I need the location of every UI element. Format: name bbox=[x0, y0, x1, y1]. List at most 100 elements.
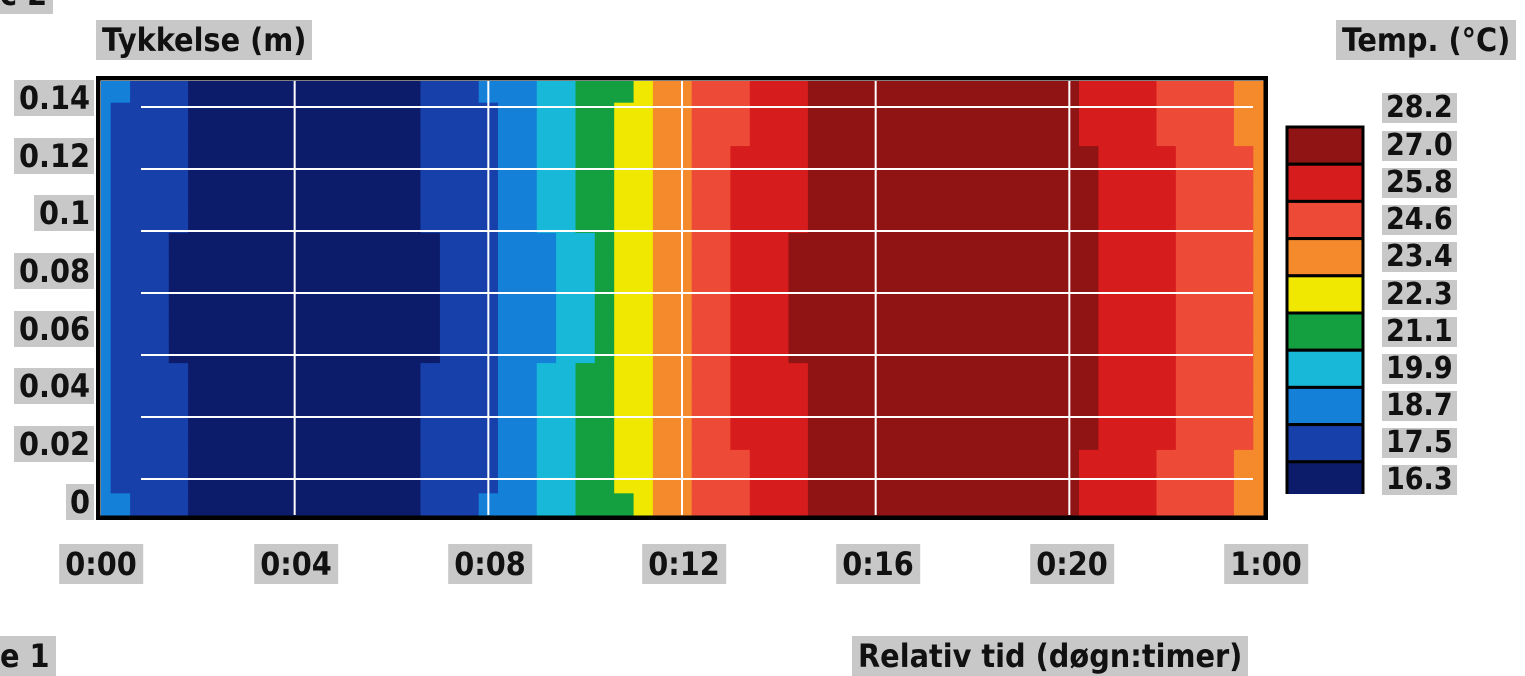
heatmap-cell bbox=[149, 298, 170, 321]
heatmap-cell bbox=[459, 384, 480, 408]
heatmap-cell bbox=[1156, 471, 1177, 494]
heatmap-cell bbox=[1040, 471, 1061, 494]
heatmap-cell bbox=[110, 406, 131, 429]
heatmap-cell bbox=[188, 428, 209, 451]
heatmap-cell bbox=[904, 449, 925, 473]
heatmap-cell bbox=[168, 298, 189, 321]
heatmap-cell bbox=[1253, 428, 1264, 451]
colorbar-tick-label: 21.1 bbox=[1382, 317, 1457, 347]
heatmap-cell bbox=[381, 298, 402, 321]
heatmap-cell bbox=[594, 341, 615, 364]
heatmap-cell bbox=[498, 211, 518, 234]
heatmap-cell bbox=[711, 254, 732, 277]
heatmap-cell bbox=[343, 167, 364, 191]
heatmap-cell bbox=[885, 211, 906, 234]
heatmap-cell bbox=[1040, 81, 1061, 104]
heatmap-cell bbox=[207, 363, 228, 386]
heatmap-cell bbox=[594, 384, 615, 408]
heatmap-cell bbox=[498, 232, 518, 256]
heatmap-cell bbox=[788, 81, 809, 104]
heatmap-cell bbox=[265, 341, 286, 364]
heatmap-cell bbox=[265, 146, 286, 169]
heatmap-cell bbox=[1214, 363, 1235, 386]
heatmap-cell bbox=[323, 167, 344, 191]
heatmap-cell bbox=[207, 449, 228, 473]
heatmap-cell bbox=[788, 471, 809, 494]
heatmap-cell bbox=[652, 449, 673, 473]
heatmap-cell bbox=[807, 298, 828, 321]
heatmap-cell bbox=[343, 254, 364, 277]
heatmap-cell bbox=[846, 189, 867, 212]
heatmap-cell bbox=[982, 384, 1003, 408]
heatmap-cell bbox=[807, 254, 828, 277]
heatmap-cell bbox=[1253, 254, 1264, 277]
heatmap-cell bbox=[827, 363, 848, 386]
heatmap-cell bbox=[730, 493, 751, 516]
heatmap-cell bbox=[168, 319, 189, 342]
heatmap-cell bbox=[749, 319, 770, 342]
heatmap-cell bbox=[536, 81, 557, 104]
heatmap-plot bbox=[96, 76, 1268, 520]
heatmap-cell bbox=[575, 211, 596, 234]
heatmap-cell bbox=[188, 493, 209, 516]
heatmap-cell bbox=[362, 428, 383, 451]
heatmap-cell bbox=[130, 471, 151, 494]
heatmap-cell bbox=[691, 298, 712, 321]
heatmap-cell bbox=[846, 254, 867, 277]
heatmap-cell bbox=[101, 124, 112, 147]
colorbar-swatch bbox=[1285, 199, 1365, 241]
heatmap-cell bbox=[168, 363, 189, 386]
heatmap-cell bbox=[827, 167, 848, 191]
heatmap-cell bbox=[1001, 298, 1022, 321]
heatmap-cell bbox=[110, 276, 131, 299]
heatmap-cell bbox=[401, 167, 422, 191]
heatmap-cell bbox=[188, 363, 209, 386]
heatmap-cell bbox=[1156, 384, 1177, 408]
heatmap-cell bbox=[110, 319, 131, 342]
heatmap-cell bbox=[1214, 341, 1235, 364]
heatmap-cell bbox=[749, 102, 770, 125]
heatmap-cell bbox=[1079, 211, 1099, 234]
heatmap-cell bbox=[110, 363, 131, 386]
heatmap-cell bbox=[556, 471, 577, 494]
heatmap-cell bbox=[730, 146, 751, 169]
heatmap-cell bbox=[362, 471, 383, 494]
heatmap-cell bbox=[885, 102, 906, 125]
heatmap-cell bbox=[536, 211, 557, 234]
heatmap-cell bbox=[614, 81, 635, 104]
heatmap-cell bbox=[498, 319, 518, 342]
heatmap-cell bbox=[517, 189, 538, 212]
heatmap-cell bbox=[769, 254, 790, 277]
heatmap-cell bbox=[1234, 493, 1254, 516]
heatmap-cell bbox=[110, 189, 131, 212]
heatmap-cell bbox=[323, 81, 344, 104]
heatmap-cell bbox=[1253, 493, 1264, 516]
heatmap-cell bbox=[1098, 319, 1119, 342]
heatmap-cell bbox=[1020, 146, 1041, 169]
heatmap-cell bbox=[362, 341, 383, 364]
heatmap-cell bbox=[1156, 363, 1177, 386]
heatmap-cell bbox=[1137, 232, 1158, 256]
heatmap-cell bbox=[265, 319, 286, 342]
heatmap-cell bbox=[246, 493, 267, 516]
heatmap-cell bbox=[304, 102, 325, 125]
heatmap-cell bbox=[101, 363, 112, 386]
heatmap-cell bbox=[226, 81, 247, 104]
heatmap-cell bbox=[1040, 449, 1061, 473]
heatmap-cell bbox=[149, 384, 170, 408]
heatmap-cell bbox=[730, 81, 751, 104]
heatmap-cell bbox=[1253, 232, 1264, 256]
heatmap-cell bbox=[110, 449, 131, 473]
heatmap-cell bbox=[614, 428, 635, 451]
heatmap-cell bbox=[1214, 493, 1235, 516]
heatmap-cell bbox=[730, 319, 751, 342]
heatmap-cell bbox=[943, 124, 964, 147]
heatmap-cell bbox=[1234, 341, 1254, 364]
heatmap-cell bbox=[246, 319, 267, 342]
heatmap-cell bbox=[401, 232, 422, 256]
heatmap-cell bbox=[652, 189, 673, 212]
heatmap-cell bbox=[749, 341, 770, 364]
gridlines bbox=[141, 81, 1253, 515]
heatmap-cell bbox=[362, 189, 383, 212]
heatmap-cell bbox=[1175, 298, 1196, 321]
